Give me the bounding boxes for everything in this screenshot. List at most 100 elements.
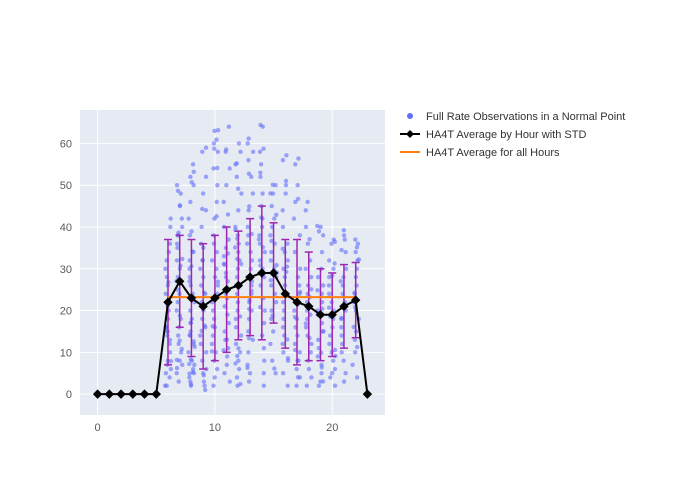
scatter-point [327, 283, 331, 287]
scatter-point [262, 371, 266, 375]
scatter-point [332, 261, 336, 265]
scatter-point [296, 197, 300, 201]
scatter-point [175, 358, 179, 362]
scatter-point [321, 283, 325, 287]
scatter-point [192, 363, 196, 367]
scatter-point [235, 375, 239, 379]
scatter-point [204, 175, 208, 179]
scatter-point [257, 237, 261, 241]
scatter-point [261, 147, 265, 151]
scatter-point [293, 162, 297, 166]
scatter-point [190, 180, 194, 184]
scatter-point [342, 228, 346, 232]
scatter-point [273, 371, 277, 375]
scatter-point [355, 375, 359, 379]
scatter-point [234, 342, 238, 346]
xtick-label: 10 [209, 422, 221, 434]
scatter-point [268, 342, 272, 346]
scatter-point [210, 258, 214, 262]
scatter-point [251, 338, 255, 342]
scatter-point [274, 213, 278, 217]
scatter-point [307, 367, 311, 371]
scatter-point [350, 363, 354, 367]
scatter-point [234, 317, 238, 321]
scatter-point [210, 342, 214, 346]
scatter-point [176, 333, 180, 337]
scatter-point [269, 278, 273, 282]
scatter-point [274, 300, 278, 304]
scatter-point [306, 241, 310, 245]
scatter-point [274, 263, 278, 267]
scatter-point [317, 384, 321, 388]
scatter-point [281, 371, 285, 375]
scatter-point [309, 275, 313, 279]
scatter-point [353, 350, 357, 354]
scatter-point [204, 145, 208, 149]
scatter-point [316, 354, 320, 358]
scatter-point [237, 141, 241, 145]
scatter-point [175, 183, 179, 187]
scatter-point [216, 283, 220, 287]
scatter-point [259, 162, 263, 166]
ytick-label: 30 [60, 264, 72, 276]
scatter-point [339, 325, 343, 329]
scatter-point [343, 237, 347, 241]
scatter-point [216, 128, 220, 132]
scatter-point [339, 316, 343, 320]
scatter-point [271, 329, 275, 333]
scatter-point [235, 161, 239, 165]
scatter-point [222, 254, 226, 258]
scatter-point [263, 308, 267, 312]
legend-label: HA4T Average by Hour with STD [426, 129, 586, 141]
scatter-point [251, 150, 255, 154]
scatter-point [198, 267, 202, 271]
scatter-point [188, 283, 192, 287]
scatter-point [246, 158, 250, 162]
scatter-point [294, 384, 298, 388]
scatter-point [258, 123, 262, 127]
scatter-point [309, 287, 313, 291]
scatter-point [327, 292, 331, 296]
scatter-point [235, 175, 239, 179]
scatter-point [316, 275, 320, 279]
scatter-point [201, 371, 205, 375]
scatter-point [200, 150, 204, 154]
scatter-point [262, 346, 266, 350]
scatter-point [211, 166, 215, 170]
scatter-point [188, 233, 192, 237]
scatter-point [247, 379, 251, 383]
scatter-point [213, 375, 217, 379]
scatter-point [227, 125, 231, 129]
plot-bg [80, 110, 385, 415]
scatter-point [298, 290, 302, 294]
scatter-point [210, 349, 214, 353]
scatter-point [298, 350, 302, 354]
legend-label: Full Rate Observations in a Normal Point [426, 111, 625, 123]
scatter-point [215, 200, 219, 204]
scatter-point [294, 367, 298, 371]
scatter-point [343, 250, 347, 254]
scatter-point [189, 229, 193, 233]
scatter-point [353, 237, 357, 241]
scatter-point [222, 262, 226, 266]
scatter-point [246, 208, 250, 212]
ytick-label: 60 [60, 138, 72, 150]
scatter-point [319, 371, 323, 375]
scatter-point [204, 350, 208, 354]
scatter-point [216, 150, 220, 154]
scatter-point [221, 200, 225, 204]
scatter-point [341, 358, 345, 362]
scatter-point [174, 308, 178, 312]
scatter-point [238, 350, 242, 354]
scatter-point [251, 191, 255, 195]
scatter-point [180, 216, 184, 220]
scatter-point [245, 241, 249, 245]
scatter-point [342, 379, 346, 383]
scatter-point [321, 233, 325, 237]
scatter-point [284, 179, 288, 183]
scatter-point [238, 150, 242, 154]
legend-marker-icon [407, 113, 413, 119]
scatter-point [214, 137, 218, 141]
scatter-point [199, 225, 203, 229]
scatter-point [281, 350, 285, 354]
